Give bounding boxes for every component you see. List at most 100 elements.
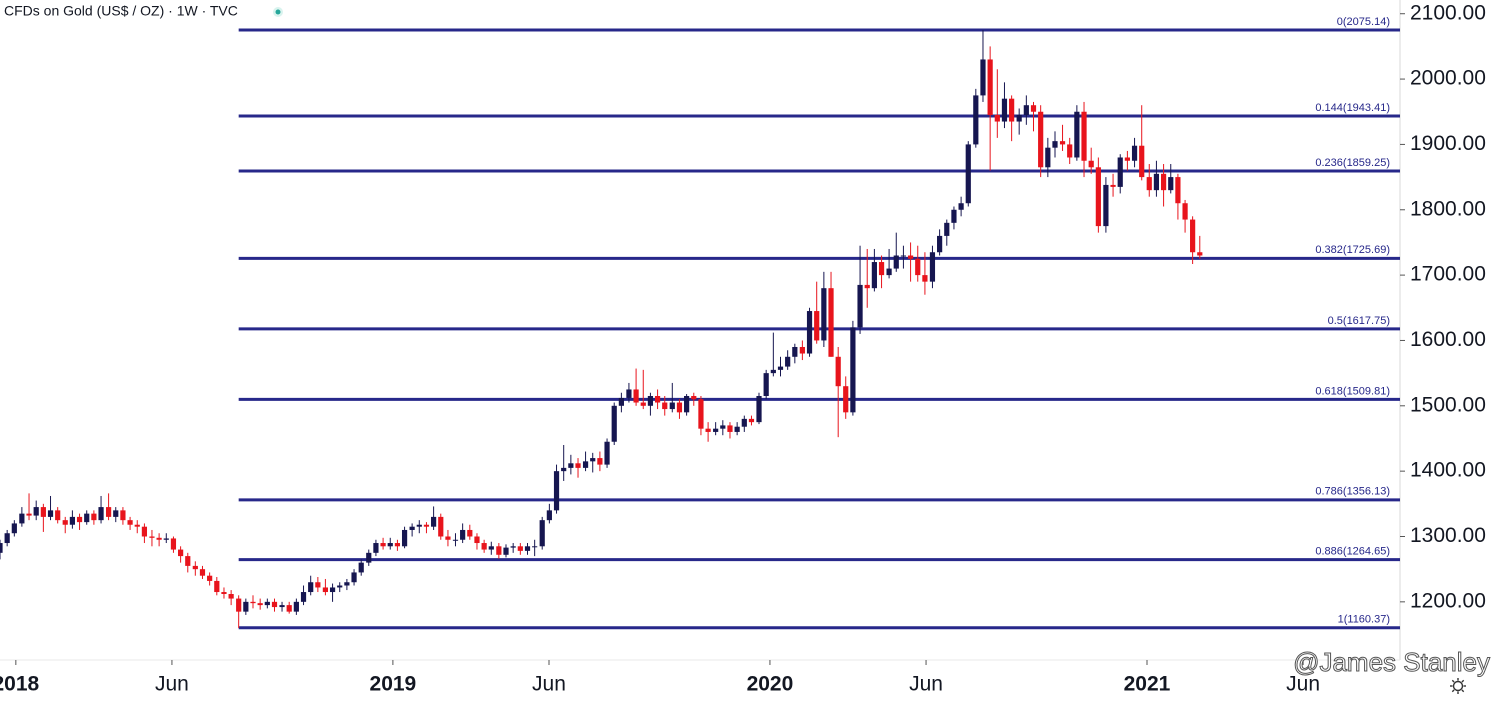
candle-body	[192, 565, 198, 570]
x-tick-label: 2018	[0, 673, 40, 696]
candle-body	[814, 311, 820, 341]
candle-body	[467, 529, 473, 537]
candle-body	[394, 543, 401, 547]
candle-body	[11, 523, 17, 534]
candle-body	[178, 549, 184, 557]
candle-body	[835, 356, 841, 387]
candle-body	[84, 513, 90, 523]
candle-body	[929, 252, 936, 282]
candle-body	[387, 543, 393, 547]
candle-body	[944, 222, 950, 236]
candle-body	[1052, 141, 1058, 148]
candle-body	[532, 546, 538, 548]
candle-body	[597, 458, 603, 465]
x-tick-label: 2021	[1124, 673, 1171, 696]
y-tick-label: 1500.00	[1410, 393, 1486, 416]
fib-label: 1(1160.37)	[1338, 614, 1390, 626]
candle-body	[734, 426, 740, 432]
candle-body	[40, 507, 46, 517]
candle-body	[329, 587, 336, 593]
candle-body	[684, 396, 690, 413]
candle-body	[47, 510, 54, 517]
candle-body	[1016, 115, 1022, 122]
candle-body	[1059, 141, 1066, 145]
candle-body	[141, 526, 148, 537]
candle-body	[828, 288, 834, 357]
candle-body	[1074, 111, 1080, 158]
candle-body	[1146, 177, 1152, 191]
candle-body	[1103, 184, 1109, 227]
candle-body	[416, 524, 422, 527]
candle-body	[821, 288, 827, 341]
candle-body	[777, 366, 784, 370]
candle-body	[163, 538, 169, 540]
candle-body	[850, 327, 856, 413]
candle-body	[568, 463, 574, 468]
candle-body	[647, 396, 654, 406]
fib-label: 0.886(1264.65)	[1315, 546, 1390, 558]
fib-label: 0.5(1617.75)	[1328, 315, 1390, 327]
candle-body	[322, 587, 328, 593]
candle-body	[423, 524, 430, 527]
candle-body	[1038, 111, 1044, 168]
candle-body	[1117, 157, 1123, 187]
candle-body	[676, 402, 683, 413]
x-tick-label: Jun	[909, 673, 943, 696]
candle-body	[792, 346, 798, 357]
candle-body	[618, 397, 624, 406]
candle-body	[33, 507, 39, 516]
candle-body	[980, 59, 986, 96]
candle-body	[843, 386, 849, 413]
candle-body	[662, 402, 668, 410]
candle-body	[951, 209, 957, 223]
candle-body	[727, 425, 733, 432]
settings-icon[interactable]	[1450, 678, 1466, 694]
candle-body	[91, 513, 97, 521]
fib-label: 0.236(1859.25)	[1315, 157, 1390, 169]
fib-label: 0(2075.14)	[1337, 16, 1390, 28]
candle-body	[973, 95, 979, 145]
x-tick-label: Jun	[532, 673, 566, 696]
candle-body	[871, 262, 877, 289]
candle-body	[1131, 145, 1138, 161]
candle-body	[236, 598, 242, 612]
candle-body	[149, 536, 155, 538]
candle-body	[878, 262, 885, 276]
candle-body	[640, 402, 646, 406]
candle-body	[286, 605, 292, 612]
candle-body	[524, 546, 531, 551]
candle-body	[409, 526, 415, 530]
candle-body	[713, 428, 719, 432]
candle-body	[1168, 177, 1174, 191]
candle-body	[401, 529, 408, 547]
y-tick-label: 1700.00	[1410, 263, 1486, 286]
candle-body	[199, 569, 206, 576]
candle-body	[503, 547, 509, 555]
candle-body	[965, 144, 971, 204]
candle-body	[633, 389, 639, 403]
candle-body	[19, 513, 25, 524]
candle-body	[987, 59, 993, 116]
candle-body	[156, 537, 162, 540]
candle-body	[546, 510, 552, 521]
candle-body	[76, 516, 83, 523]
candle-body	[300, 592, 307, 602]
candle-body	[0, 543, 3, 553]
candle-body	[561, 467, 567, 472]
candle-body	[207, 575, 213, 581]
candle-body	[4, 533, 10, 544]
candle-body	[611, 405, 617, 442]
candle-body	[922, 275, 928, 282]
header-bg	[0, 0, 290, 24]
candle-body	[893, 255, 899, 269]
y-tick-label: 1200.00	[1410, 589, 1486, 612]
candle-body	[698, 399, 704, 429]
candle-body	[748, 418, 755, 423]
chart-title: CFDs on Gold (US$ / OZ) · 1W · TVC	[4, 3, 238, 19]
y-tick-label: 1600.00	[1410, 328, 1486, 351]
candle-body	[806, 311, 813, 354]
candle-body	[69, 516, 75, 525]
candle-body	[373, 543, 379, 553]
